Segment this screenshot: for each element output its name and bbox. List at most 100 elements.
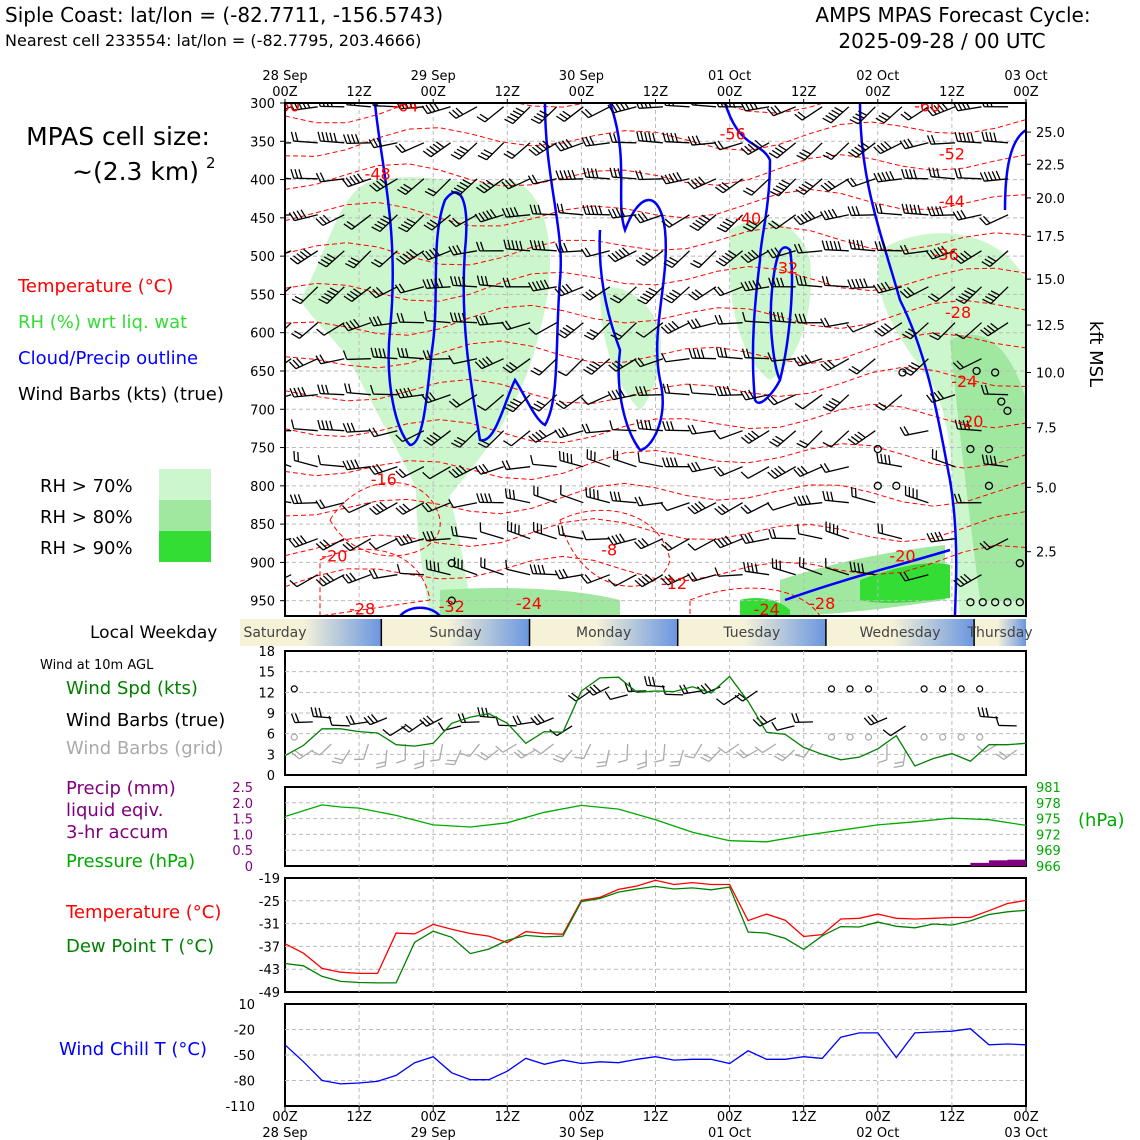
wind-barb (368, 463, 398, 475)
wind-tick-label: 12 (258, 686, 275, 701)
wind-tick-label: 15 (258, 666, 275, 681)
wind-barb (717, 743, 740, 754)
cloud-outline (723, 103, 794, 404)
wind-barb (288, 535, 318, 548)
wind-barb (849, 561, 876, 576)
wind-barb (609, 167, 637, 180)
wind-barb (931, 449, 956, 468)
height-tick-label: 20.0 (1036, 192, 1065, 207)
wind-barb (527, 279, 557, 292)
wind-barb (285, 430, 292, 432)
wind-barb (316, 322, 345, 336)
wind-barb (769, 430, 797, 447)
wind-barb (474, 463, 504, 475)
top-date-label: 02 Oct (856, 69, 899, 84)
wind-barb (396, 564, 424, 576)
bottom-hour-label: 12Z (346, 1110, 372, 1125)
wind-barb (503, 430, 531, 447)
precip-tick-label: 0.5 (232, 844, 253, 859)
wind-barb (476, 493, 504, 504)
wind-barb (293, 450, 318, 468)
wind-barb (688, 348, 717, 360)
wind-barb (448, 464, 478, 479)
wind-barb (981, 131, 1009, 144)
calm-marker (920, 685, 928, 693)
wind-barb (504, 106, 531, 125)
top-hour-label: 12Z (939, 85, 965, 100)
wind-barb (315, 573, 345, 587)
wind-barb (624, 682, 647, 693)
rh-region (860, 563, 950, 603)
isotherm-label: -12 (661, 574, 687, 593)
wind-barb (995, 716, 1017, 727)
wind-barb (529, 204, 557, 216)
wind-barb (477, 430, 505, 449)
forecast-cycle-date: 2025-09-28 / 00 UTC (838, 29, 1045, 53)
wind-barb (343, 286, 372, 302)
wind-barb (527, 174, 557, 185)
wind-barb (848, 358, 876, 375)
wind-barb (423, 311, 451, 324)
wind-barb (607, 103, 637, 114)
wind-barb (501, 320, 531, 331)
isotherm-label: -28 (809, 594, 835, 613)
wind-barb (794, 743, 814, 758)
wind-barb (955, 322, 982, 340)
wind-barb (794, 313, 823, 324)
wind-barb (688, 286, 717, 301)
wind-barb (821, 240, 849, 252)
cloud-outline (1003, 128, 1026, 211)
wind-tick-label: 18 (258, 645, 275, 660)
wind-barb (662, 132, 690, 144)
calm-marker-grid (290, 733, 298, 741)
wind-barb (285, 176, 292, 180)
calm-marker (447, 559, 456, 568)
weekday-name: Thursday (967, 625, 1033, 641)
precip-label-1: Precip (mm) (66, 778, 176, 799)
wind-tick-label: 3 (267, 748, 275, 763)
wind-barb (585, 684, 610, 696)
wind-barb (928, 167, 956, 180)
wind-barb (285, 286, 292, 303)
wind-barb (981, 454, 1009, 468)
wind-barb (687, 176, 717, 190)
windchill-tick-label: -50 (234, 1049, 255, 1064)
wind-barb (877, 523, 903, 540)
wind-barb (530, 358, 558, 376)
isotherm-label: -20 (957, 412, 983, 431)
pressure-tick-label: 400 (250, 174, 275, 189)
wind-barb (953, 493, 982, 504)
wind-barb (396, 743, 407, 764)
wind-barb (900, 106, 929, 121)
wind-barb (979, 214, 1009, 226)
top-date-label: 03 Oct (1004, 69, 1047, 84)
wind-barb (475, 241, 504, 252)
wind-barb (310, 707, 332, 719)
wind-barb (315, 538, 345, 551)
wind-barb (661, 685, 684, 696)
wind-barb (874, 241, 902, 252)
wind-barb (617, 743, 629, 764)
wind-barb (289, 386, 318, 398)
wind-barb (421, 392, 451, 404)
wind-barb (714, 502, 743, 516)
wind-barb (448, 498, 478, 509)
calm-marker (873, 444, 882, 454)
wind-barbs (285, 103, 1009, 588)
isotherm-label: -8 (601, 540, 617, 559)
wind-barb (317, 131, 345, 144)
wind-tick-label: 6 (267, 728, 275, 743)
bottom-hour-label: 12Z (643, 1110, 669, 1125)
wind-barb (793, 354, 823, 367)
calm-marker (984, 444, 994, 454)
calm-marker-grid (846, 733, 854, 741)
wind-barb (316, 103, 345, 108)
wind-speed-line (284, 675, 1027, 767)
wind-barb (554, 427, 584, 439)
top-hour-label: 00Z (569, 85, 595, 100)
wind-barb (662, 383, 690, 396)
wind-barb (663, 250, 690, 269)
wind-barb (714, 385, 743, 397)
wind-barb (714, 567, 743, 577)
wind-barb (635, 250, 664, 266)
